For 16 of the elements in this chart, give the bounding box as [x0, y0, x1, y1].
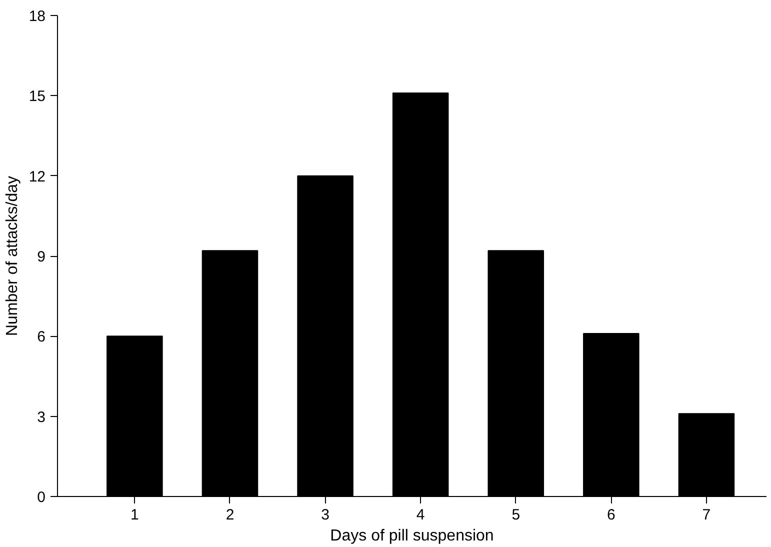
x-axis-title: Days of pill suspension [330, 528, 494, 544]
y-tick-label: 18 [28, 8, 46, 25]
y-tick-label: 0 [37, 489, 46, 506]
y-axis-title: Number of attacks/day [4, 176, 21, 336]
y-tick-label: 15 [28, 88, 46, 106]
y-tick-label: 6 [37, 328, 46, 346]
x-tick-label: 3 [321, 506, 330, 524]
x-tick-label: 1 [130, 506, 139, 524]
y-tick-label: 12 [28, 168, 46, 186]
x-tick-label: 4 [416, 506, 425, 524]
x-tick-label: 2 [226, 506, 234, 524]
x-tick-label: 6 [606, 506, 616, 524]
y-tick-label: 9 [37, 248, 46, 266]
x-tick-label: 5 [512, 506, 520, 524]
x-tick-label: 7 [702, 506, 711, 524]
y-tick-label: 3 [37, 408, 46, 426]
